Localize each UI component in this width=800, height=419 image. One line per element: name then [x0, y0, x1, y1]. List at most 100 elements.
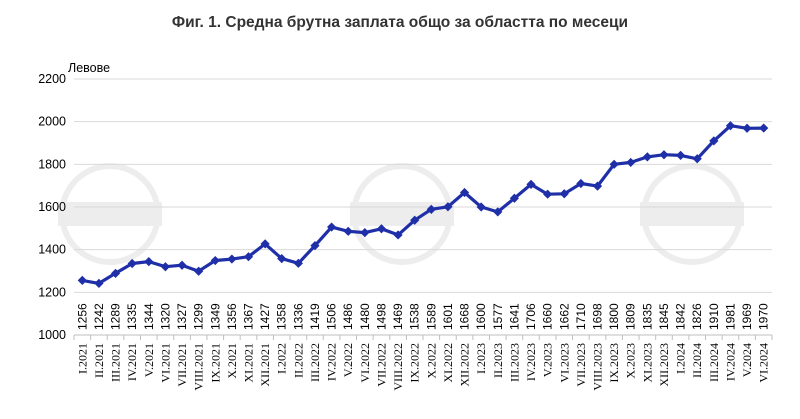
x-tick-label: VI.2023: [557, 343, 571, 383]
data-point-marker: [360, 228, 370, 238]
x-tick-label: VIII.2021: [192, 343, 206, 391]
data-label: 1842: [674, 303, 688, 330]
y-tick-label: 1800: [38, 157, 66, 171]
x-tick-label: III.2024: [707, 343, 721, 382]
x-tick-label: VII.2022: [374, 343, 388, 387]
data-point-marker: [426, 204, 436, 214]
data-label: 1970: [757, 303, 771, 330]
y-axis-ticks: 1000 1200 1400 1600 1800 2000 2200: [38, 72, 66, 342]
x-tick-label: V.2024: [740, 343, 754, 377]
y-axis-label: Левове: [68, 61, 110, 75]
data-point-marker: [110, 268, 121, 278]
x-tick-label: IX.2021: [208, 343, 222, 383]
data-point-marker: [725, 121, 736, 131]
x-tick-label: V.2021: [142, 343, 156, 377]
data-point-marker: [759, 123, 769, 133]
x-tick-label: I.2023: [474, 343, 488, 374]
data-point-marker: [609, 159, 619, 169]
data-labels-group: 1256 1242 1289 1335 1344 1320 1327 1299 1349 1356…: [75, 303, 770, 330]
x-tick-label: IV.2021: [125, 343, 139, 381]
data-label: 1320: [158, 303, 172, 330]
x-tick-label: VII.2021: [175, 343, 189, 387]
data-label: 1601: [441, 303, 455, 330]
x-tick-label: II.2022: [291, 343, 305, 378]
data-label: 1641: [507, 303, 521, 330]
data-point-marker: [626, 157, 636, 168]
data-label: 1335: [125, 303, 139, 330]
data-label: 1835: [640, 303, 654, 330]
x-tick-label: V.2023: [541, 343, 555, 377]
y-tick-label: 1600: [38, 200, 66, 214]
data-point-marker: [742, 123, 752, 133]
y-tick-label: 2000: [38, 115, 66, 129]
x-tick-label: IX.2023: [607, 343, 621, 383]
data-label: 1256: [75, 303, 89, 330]
data-point-marker: [443, 202, 453, 212]
markers-group: [77, 121, 769, 288]
data-point-marker: [509, 193, 520, 203]
watermark-logo-right: [640, 163, 744, 265]
data-label: 1356: [225, 303, 239, 330]
x-tick-label: I.2024: [674, 343, 688, 374]
data-point-marker: [144, 257, 154, 267]
watermark-logos: [58, 163, 744, 265]
x-tick-label: VIII.2023: [591, 343, 605, 391]
x-tick-label: X.2022: [424, 343, 438, 379]
x-tick-labels-group: I.2021 II.2021 III.2021 IV.2021 V.2021 VI.202…: [75, 343, 770, 391]
data-point-marker: [393, 230, 403, 240]
data-label: 1469: [391, 303, 405, 330]
data-label: 1538: [408, 303, 422, 330]
data-point-marker: [576, 178, 586, 189]
data-point-marker: [459, 187, 470, 198]
x-tick-label: III.2022: [308, 343, 322, 382]
data-label: 1299: [192, 303, 206, 330]
x-tick-label: X.2021: [225, 343, 239, 379]
data-point-marker: [277, 254, 287, 264]
data-point-marker: [410, 215, 420, 225]
data-label: 1427: [258, 303, 272, 330]
data-point-marker: [326, 222, 337, 232]
data-point-marker: [77, 275, 87, 285]
x-tick-label: XI.2023: [640, 343, 654, 383]
watermark-logo-left: [58, 163, 162, 265]
data-point-marker: [559, 189, 569, 199]
x-tick-label: III.2023: [507, 343, 521, 382]
x-tick-label: VII.2023: [574, 343, 588, 387]
data-point-marker: [709, 136, 719, 146]
y-tick-label: 2200: [38, 72, 66, 86]
data-point-marker: [127, 258, 137, 269]
y-tick-label: 1000: [38, 328, 66, 342]
x-tick-label: I.2022: [275, 343, 289, 374]
data-label: 1506: [325, 303, 339, 330]
x-tick-label: XII.2021: [258, 343, 272, 387]
data-point-marker: [210, 255, 220, 266]
data-label: 1589: [424, 303, 438, 330]
x-tick-label: III.2021: [109, 343, 123, 382]
x-tick-label: VI.2024: [757, 343, 771, 383]
x-tick-label: VI.2021: [158, 343, 172, 383]
y-tick-label: 1400: [38, 243, 66, 257]
x-axis: [73, 334, 773, 340]
data-label: 1969: [740, 303, 754, 330]
data-point-marker: [227, 254, 237, 264]
x-tick-label: VI.2022: [358, 343, 372, 383]
data-label: 1706: [524, 303, 538, 330]
x-tick-label: XII.2023: [657, 343, 671, 387]
x-tick-label: IX.2022: [408, 343, 422, 383]
data-point-marker: [343, 226, 353, 236]
data-label: 1344: [142, 303, 156, 330]
data-label: 1826: [690, 303, 704, 330]
x-tick-label: XII.2022: [458, 343, 472, 387]
data-point-marker: [160, 262, 171, 272]
data-label: 1367: [242, 303, 256, 330]
data-label: 1981: [723, 303, 737, 330]
x-tick-label: II.2021: [92, 343, 106, 378]
data-point-marker: [526, 179, 536, 189]
data-point-marker: [543, 189, 553, 199]
data-label: 1327: [175, 303, 189, 330]
data-label: 1710: [574, 303, 588, 330]
x-tick-label: IV.2024: [723, 343, 737, 381]
data-label: 1498: [374, 303, 388, 330]
x-tick-label: IV.2022: [325, 343, 339, 381]
data-label: 1577: [491, 303, 505, 330]
